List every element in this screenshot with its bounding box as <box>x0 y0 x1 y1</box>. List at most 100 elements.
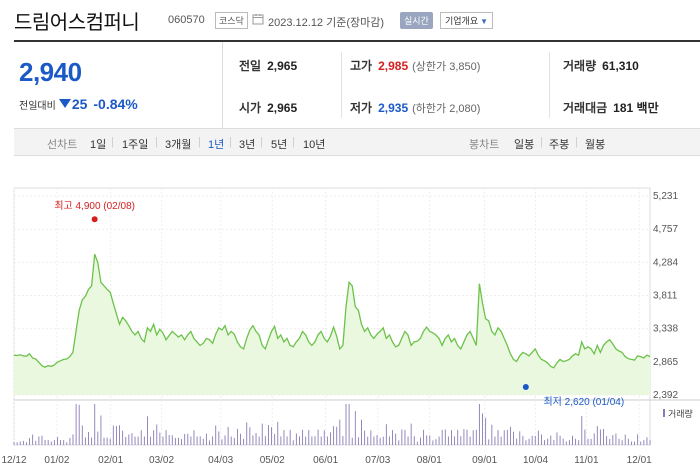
volume-bar <box>392 430 393 445</box>
volume-bar <box>94 404 96 445</box>
volume-bar <box>454 436 456 445</box>
high-label: 고가 <box>350 59 373 73</box>
volume-bar <box>109 438 111 445</box>
volume-bar <box>426 435 428 445</box>
high-stat: 고가 2,985 (상한가 3,850) <box>350 57 480 74</box>
volume-bar <box>621 440 623 445</box>
volume-bar <box>559 435 561 445</box>
volume-bar <box>416 441 418 445</box>
volume-bar <box>261 423 263 445</box>
volume-bar <box>311 436 313 445</box>
volume-bar <box>370 430 372 445</box>
period-10y[interactable]: 10년 <box>303 139 326 151</box>
open-value: 2,965 <box>267 101 298 115</box>
volume-bar <box>482 413 483 445</box>
volume-bar <box>562 438 564 445</box>
volume-bar <box>112 425 114 445</box>
volume-bar <box>345 404 347 445</box>
y-tick-label: 3,811 <box>653 291 678 302</box>
volume-bar <box>441 429 443 445</box>
volume-bar <box>361 419 362 445</box>
volume-bar <box>212 436 214 445</box>
volume-bar <box>292 440 294 445</box>
volume-bar <box>97 431 99 445</box>
volume-bar <box>351 437 353 445</box>
volume-bar <box>420 437 421 445</box>
x-tick-label: 02/01 <box>98 455 123 466</box>
volume-bar <box>184 433 186 445</box>
x-tick-label: 05/02 <box>260 455 285 466</box>
volume-bar <box>41 435 43 445</box>
realtime-button[interactable]: 실시간 <box>400 12 433 29</box>
change-label: 전일대비 <box>19 101 56 112</box>
volume-bar <box>491 424 493 445</box>
volume-bar <box>444 429 446 445</box>
x-tick-label: 03/02 <box>149 455 174 466</box>
volume-bar <box>35 440 37 445</box>
y-tick-label: 2,865 <box>653 357 678 368</box>
volume-bar <box>537 430 539 445</box>
volume-bar <box>590 438 592 445</box>
volume-bar <box>32 434 34 445</box>
volume-bar <box>57 437 58 445</box>
volume-bar <box>268 425 269 445</box>
volume-bar <box>609 439 611 445</box>
candle-monthly[interactable]: 월봉 <box>585 139 606 151</box>
market-badge: 코스닥 <box>215 12 248 29</box>
prev-close-label: 전일 <box>239 59 262 73</box>
volume-bar <box>469 436 471 445</box>
period-1y[interactable]: 1년 <box>208 139 225 151</box>
volume-bar <box>205 433 207 445</box>
volume-bar <box>26 442 27 445</box>
volume-bar <box>488 439 490 445</box>
volume-bar <box>299 436 300 445</box>
volume-bar <box>500 436 502 445</box>
volume-bar <box>485 418 487 445</box>
volume-bar <box>339 419 341 445</box>
period-3m[interactable]: 3개월 <box>165 139 192 151</box>
volume-bar <box>472 430 474 445</box>
volume-bar <box>215 425 217 445</box>
volume-bar <box>649 440 651 445</box>
period-1d[interactable]: 1일 <box>90 139 107 151</box>
period-5y[interactable]: 5년 <box>271 139 288 151</box>
candle-daily[interactable]: 일봉 <box>514 139 535 151</box>
y-tick-label: 3,338 <box>653 324 678 335</box>
x-tick-label: 10/04 <box>523 455 548 466</box>
volume-bar <box>627 438 629 445</box>
line-chart-label: 선차트 <box>47 139 78 151</box>
volume-bar <box>357 437 359 445</box>
company-info-dropdown[interactable]: 기업개요 ▼ <box>440 12 494 29</box>
volume-bar <box>407 436 409 445</box>
volume-bar <box>388 436 390 445</box>
volume-bar <box>13 442 15 445</box>
company-info-label: 기업개요 <box>445 16 479 26</box>
x-tick-label: 07/03 <box>365 455 390 466</box>
volume-bar <box>568 440 570 445</box>
volume-bar <box>320 436 322 445</box>
volume-bar <box>578 440 580 445</box>
volume-bar <box>525 440 527 445</box>
low-marker <box>522 384 529 391</box>
divider <box>549 52 550 118</box>
volume-bar <box>280 436 282 445</box>
candle-weekly[interactable]: 주봉 <box>549 139 570 151</box>
volume-bar <box>379 437 381 445</box>
volume-bar <box>258 436 260 445</box>
separator: | <box>229 136 232 148</box>
volume-bar <box>249 427 251 445</box>
volume-bar <box>81 425 83 445</box>
volume-bar <box>323 430 325 445</box>
volume-bar <box>274 434 276 445</box>
open-label: 시가 <box>239 101 262 115</box>
period-1w[interactable]: 1주일 <box>122 139 149 151</box>
volume-bar <box>147 416 148 445</box>
volume-value: 61,310 <box>602 59 639 73</box>
y-tick-label: 4,757 <box>653 224 678 235</box>
period-3y[interactable]: 3년 <box>239 139 256 151</box>
volume-bar <box>29 438 31 445</box>
volume-bar <box>243 438 245 445</box>
price-area <box>14 254 650 395</box>
volume-bar <box>252 435 254 445</box>
volume-bar <box>171 435 173 445</box>
